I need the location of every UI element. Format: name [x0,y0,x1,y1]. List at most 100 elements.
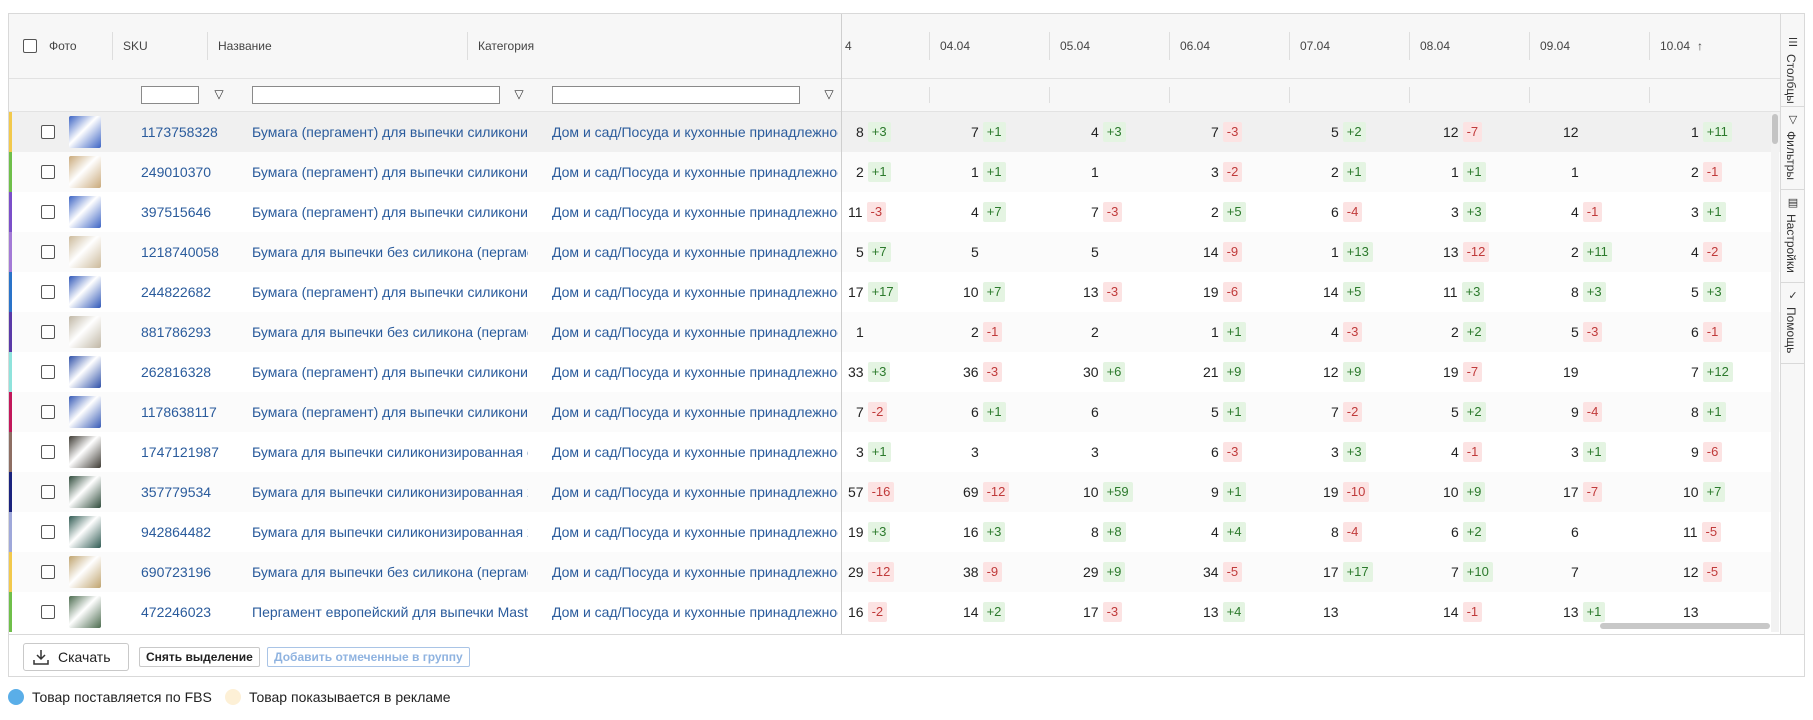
category-link[interactable]: Дом и сад/Посуда и кухонные принадлежнос… [552,284,838,300]
sku-link[interactable]: 881786293 [141,324,212,340]
product-name-link[interactable]: Бумага для выпечки силиконизированная с … [252,444,528,460]
row-checkbox[interactable] [41,285,55,299]
side-tab-filters[interactable]: ▽ Фильтры [1781,107,1804,190]
name-filter-input[interactable] [252,86,500,104]
table-row[interactable]: 1178638117 Бумага (пергамент) для выпечки… [9,392,1780,433]
col-header-photo[interactable]: Фото [49,39,77,53]
sku-link[interactable]: 357779534 [141,484,212,500]
col-header-name[interactable]: Название [218,39,272,53]
product-thumbnail[interactable] [69,516,101,548]
product-name-link[interactable]: Бумага для выпечки без силикона (пергаме… [252,324,528,340]
col-header-date[interactable]: 04.04 [940,39,971,53]
col-header-date[interactable]: 09.04 [1540,39,1571,53]
category-link[interactable]: Дом и сад/Посуда и кухонные принадлежнос… [552,324,838,340]
col-header-category[interactable]: Категория [478,39,535,53]
table-row[interactable]: 690723196 Бумага для выпечки без силикона… [9,552,1780,593]
category-link[interactable]: Дом и сад/Посуда и кухонные принадлежнос… [552,164,838,180]
product-name-link[interactable]: Пергамент европейский для выпечки Master [252,604,528,620]
sku-link[interactable]: 690723196 [141,564,212,580]
row-checkbox[interactable] [41,485,55,499]
row-checkbox[interactable] [41,325,55,339]
col-header-date[interactable]: 05.04 [1060,39,1091,53]
filter-icon[interactable]: ▽ [824,87,834,101]
scrollbar-thumb[interactable] [1600,623,1770,629]
side-tab-help[interactable]: ✓ Помощь [1781,283,1804,364]
category-link[interactable]: Дом и сад/Посуда и кухонные принадлежнос… [552,564,838,580]
col-header-date[interactable]: 10.04 ↑ [1660,14,1703,78]
table-row[interactable]: 1218740058 Бумага для выпечки без силикон… [9,232,1780,273]
category-link[interactable]: Дом и сад/Посуда и кухонные принадлежнос… [552,364,838,380]
category-link[interactable]: Дом и сад/Посуда и кухонные принадлежнос… [552,404,838,420]
table-row[interactable]: 249010370 Бумага (пергамент) для выпечки … [9,152,1780,193]
product-name-link[interactable]: Бумага (пергамент) для выпечки силикониз… [252,124,528,140]
category-link[interactable]: Дом и сад/Посуда и кухонные принадлежнос… [552,444,838,460]
row-checkbox[interactable] [41,205,55,219]
product-name-link[interactable]: Бумага (пергамент) для выпечки силикониз… [252,404,528,420]
table-row[interactable]: 881786293 Бумага для выпечки без силикона… [9,312,1780,353]
sku-filter-input[interactable] [141,86,199,104]
vertical-scrollbar[interactable] [1771,112,1779,632]
filter-icon[interactable]: ▽ [214,87,224,101]
table-row[interactable]: 397515646 Бумага (пергамент) для выпечки … [9,192,1780,233]
col-header-date[interactable]: 07.04 [1300,39,1331,53]
row-checkbox[interactable] [41,525,55,539]
side-tab-columns[interactable]: ☰ Столбцы [1781,30,1804,107]
row-checkbox[interactable] [41,365,55,379]
row-checkbox[interactable] [41,245,55,259]
category-link[interactable]: Дом и сад/Посуда и кухонные принадлежнос… [552,244,838,260]
category-link[interactable]: Дом и сад/Посуда и кухонные принадлежнос… [552,524,838,540]
row-checkbox[interactable] [41,445,55,459]
sku-link[interactable]: 1178638117 [141,404,217,420]
col-header-date[interactable]: 06.04 [1180,39,1211,53]
category-filter-input[interactable] [552,86,800,104]
sku-link[interactable]: 244822682 [141,284,212,300]
col-header-date[interactable]: 4 [845,39,852,53]
product-name-link[interactable]: Бумага для выпечки силиконизированная 25 [252,524,528,540]
deselect-button[interactable]: Снять выделение [139,647,260,667]
product-thumbnail[interactable] [69,396,101,428]
sku-link[interactable]: 397515646 [141,204,212,220]
select-all-checkbox[interactable] [23,39,37,53]
sku-link[interactable]: 1173758328 [141,124,218,140]
side-tab-settings[interactable]: ▤ Настройки [1781,190,1804,283]
row-checkbox[interactable] [41,125,55,139]
table-row[interactable]: 472246023 Пергамент европейский для выпеч… [9,592,1780,632]
product-thumbnail[interactable] [69,356,101,388]
product-thumbnail[interactable] [69,316,101,348]
table-row[interactable]: 942864482 Бумага для выпечки силиконизиро… [9,512,1780,553]
sku-link[interactable]: 262816328 [141,364,212,380]
table-row[interactable]: 357779534 Бумага для выпечки силиконизиро… [9,472,1780,513]
sku-link[interactable]: 249010370 [141,164,212,180]
product-name-link[interactable]: Бумага (пергамент) для выпечки силикониз… [252,164,528,180]
category-link[interactable]: Дом и сад/Посуда и кухонные принадлежнос… [552,204,838,220]
product-thumbnail[interactable] [69,276,101,308]
category-link[interactable]: Дом и сад/Посуда и кухонные принадлежнос… [552,484,838,500]
product-thumbnail[interactable] [69,196,101,228]
row-checkbox[interactable] [41,565,55,579]
category-link[interactable]: Дом и сад/Посуда и кухонные принадлежнос… [552,124,838,140]
product-name-link[interactable]: Бумага (пергамент) для выпечки силикониз… [252,204,528,220]
table-row[interactable]: 1747121987 Бумага для выпечки силиконизир… [9,432,1780,473]
download-button[interactable]: Скачать [23,643,129,671]
product-thumbnail[interactable] [69,156,101,188]
sku-link[interactable]: 942864482 [141,524,212,540]
row-checkbox[interactable] [41,405,55,419]
sku-link[interactable]: 472246023 [141,604,212,620]
product-thumbnail[interactable] [69,116,101,148]
product-thumbnail[interactable] [69,476,101,508]
filter-icon[interactable]: ▽ [514,87,524,101]
horizontal-scrollbar[interactable] [842,620,1772,630]
product-name-link[interactable]: Бумага для выпечки без силикона (пергаме… [252,564,528,580]
product-thumbnail[interactable] [69,236,101,268]
sku-link[interactable]: 1747121987 [141,444,219,460]
scrollbar-thumb[interactable] [1772,114,1778,144]
row-checkbox[interactable] [41,605,55,619]
col-header-date[interactable]: 08.04 [1420,39,1451,53]
category-link[interactable]: Дом и сад/Посуда и кухонные принадлежнос… [552,604,838,620]
product-thumbnail[interactable] [69,556,101,588]
product-name-link[interactable]: Бумага для выпечки силиконизированная 25 [252,484,528,500]
row-checkbox[interactable] [41,165,55,179]
table-row[interactable]: 262816328 Бумага (пергамент) для выпечки … [9,352,1780,393]
product-name-link[interactable]: Бумага для выпечки без силикона (пергаме… [252,244,528,260]
product-name-link[interactable]: Бумага (пергамент) для выпечки силикониз… [252,284,528,300]
